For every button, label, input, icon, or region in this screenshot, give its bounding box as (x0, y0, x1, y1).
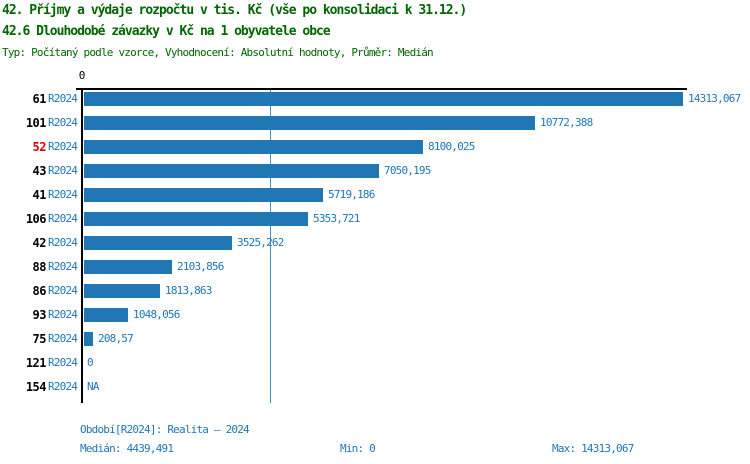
row-series-link[interactable]: R2024 (48, 188, 78, 201)
bar-value-label: 2103,856 (177, 260, 224, 273)
y-axis-line (81, 88, 83, 403)
bar-value-label: 0 (87, 356, 94, 369)
bar-row: 106 R2024 5353,721 (0, 207, 750, 231)
bar-row: 43 R2024 7050,195 (0, 159, 750, 183)
bar (84, 284, 160, 298)
bar-row: 42 R2024 3525,262 (0, 231, 750, 255)
row-category-label: 43 (32, 164, 47, 178)
bar-value-label: 5719,186 (328, 188, 375, 201)
row-series-link[interactable]: R2024 (48, 284, 78, 297)
bar-row: 93 R2024 1048,056 (0, 303, 750, 327)
bar-row: 41 R2024 5719,186 (0, 183, 750, 207)
bar (84, 236, 232, 250)
bar (84, 260, 172, 274)
bar-value-label: 7050,195 (384, 164, 431, 177)
footer-median-label: Medián: 4439,491 (80, 442, 174, 455)
bar (84, 212, 308, 226)
row-category-label: 154 (25, 380, 47, 394)
row-category-label: 52 (32, 140, 47, 154)
row-series-link[interactable]: R2024 (48, 140, 78, 153)
bar-value-label: 5353,721 (313, 212, 360, 225)
row-series-link[interactable]: R2024 (48, 236, 78, 249)
row-series-link[interactable]: R2024 (48, 332, 78, 345)
bar (84, 164, 379, 178)
bar (84, 140, 423, 154)
row-series-link[interactable]: R2024 (48, 212, 78, 225)
row-category-label: 86 (32, 284, 47, 298)
footer-min-label: Min: 0 (340, 442, 376, 455)
row-category-label: 42 (32, 236, 47, 250)
bar-value-label: 10772,388 (540, 116, 593, 129)
bar-value-label: 1048,056 (133, 308, 180, 321)
row-category-label: 88 (32, 260, 47, 274)
bar-value-label: 208,57 (98, 332, 134, 345)
bar-row: 52 R2024 8100,025 (0, 135, 750, 159)
bar-row: 101 R2024 10772,388 (0, 111, 750, 135)
bar-row: 88 R2024 2103,856 (0, 255, 750, 279)
bar (84, 92, 683, 106)
row-category-label: 75 (32, 332, 47, 346)
row-category-label: 61 (32, 92, 47, 106)
bar-value-label: 8100,025 (428, 140, 475, 153)
chart-meta: Typ: Počítaný podle vzorce, Vyhodnocení:… (2, 46, 434, 59)
bar-value-label: 14313,067 (688, 92, 741, 105)
bar (84, 116, 535, 130)
bar-value-label: NA (87, 380, 99, 393)
bar-value-label: 1813,863 (165, 284, 212, 297)
row-category-label: 101 (25, 116, 47, 130)
median-line (270, 90, 271, 403)
bar (84, 188, 323, 202)
footer-period-label: Období[R2024]: Realita – 2024 (80, 423, 250, 436)
bar (84, 308, 128, 322)
chart-title: 42. Příjmy a výdaje rozpočtu v tis. Kč (… (2, 3, 467, 18)
row-category-label: 121 (25, 356, 47, 370)
row-series-link[interactable]: R2024 (48, 356, 78, 369)
x-axis-line (76, 88, 687, 90)
row-series-link[interactable]: R2024 (48, 92, 78, 105)
bar-row: 75 R2024 208,57 (0, 327, 750, 351)
bar-row: 86 R2024 1813,863 (0, 279, 750, 303)
row-category-label: 106 (25, 212, 47, 226)
row-series-link[interactable]: R2024 (48, 260, 78, 273)
chart-subtitle: 42.6 Dlouhodobé závazky v Kč na 1 obyvat… (2, 24, 331, 39)
bar-row: 61 R2024 14313,067 (0, 87, 750, 111)
row-category-label: 93 (32, 308, 47, 322)
bar-row: 121 R2024 0 (0, 351, 750, 375)
row-series-link[interactable]: R2024 (48, 308, 78, 321)
row-series-link[interactable]: R2024 (48, 116, 78, 129)
row-series-link[interactable]: R2024 (48, 164, 78, 177)
bar-value-label: 3525,262 (237, 236, 284, 249)
row-series-link[interactable]: R2024 (48, 380, 78, 393)
bar-row: 154 R2024 NA (0, 375, 750, 399)
zero-tick-label: 0 (78, 69, 86, 82)
footer-max-label: Max: 14313,067 (552, 442, 634, 455)
bar (84, 332, 93, 346)
row-category-label: 41 (32, 188, 47, 202)
